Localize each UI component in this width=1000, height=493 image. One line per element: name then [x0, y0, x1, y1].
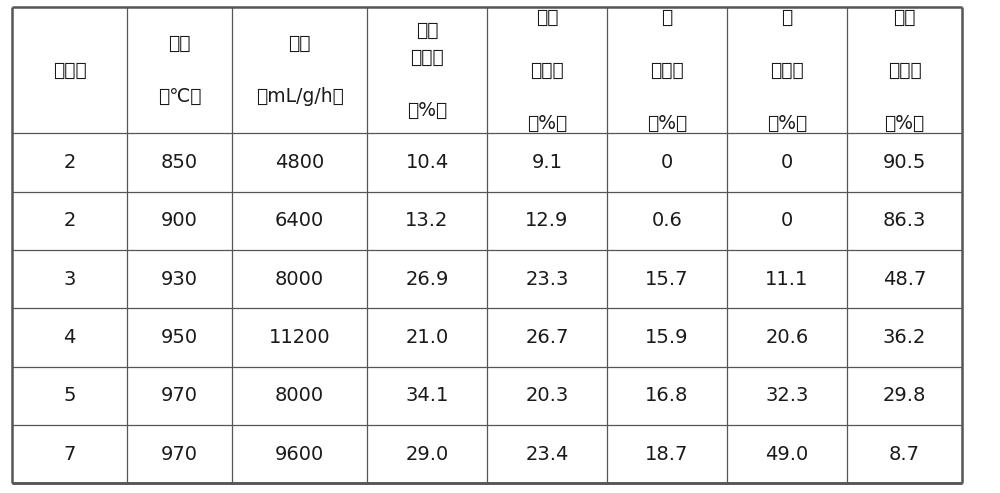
Text: 930: 930 [161, 270, 198, 289]
Text: 9.1: 9.1 [531, 153, 562, 172]
Text: 实施例: 实施例 [53, 61, 86, 80]
Text: 23.3: 23.3 [525, 270, 569, 289]
Text: 10.4: 10.4 [405, 153, 449, 172]
Text: 970: 970 [161, 386, 198, 405]
Text: 0: 0 [781, 211, 793, 230]
Text: 8000: 8000 [275, 386, 324, 405]
Text: 萘

选择性

（%）: 萘 选择性 （%） [767, 8, 807, 133]
Text: 970: 970 [161, 445, 198, 463]
Text: 950: 950 [161, 328, 198, 347]
Text: 2: 2 [63, 211, 76, 230]
Text: 11200: 11200 [269, 328, 330, 347]
Text: 5: 5 [63, 386, 76, 405]
Text: 850: 850 [161, 153, 198, 172]
Text: 21.0: 21.0 [405, 328, 449, 347]
Text: 12.9: 12.9 [525, 211, 569, 230]
Text: 20.6: 20.6 [765, 328, 809, 347]
Text: 15.9: 15.9 [645, 328, 689, 347]
Text: 空速

（mL/g/h）: 空速 （mL/g/h） [256, 35, 343, 106]
Text: 4: 4 [63, 328, 76, 347]
Text: 26.9: 26.9 [405, 270, 449, 289]
Text: 16.8: 16.8 [645, 386, 689, 405]
Text: 29.8: 29.8 [883, 386, 926, 405]
Text: 900: 900 [161, 211, 198, 230]
Text: 苯

选择性

（%）: 苯 选择性 （%） [647, 8, 687, 133]
Text: 8000: 8000 [275, 270, 324, 289]
Text: 90.5: 90.5 [883, 153, 926, 172]
Text: 26.7: 26.7 [525, 328, 569, 347]
Text: 48.7: 48.7 [883, 270, 926, 289]
Text: 18.7: 18.7 [645, 445, 689, 463]
Text: 0: 0 [661, 153, 673, 172]
Text: 34.1: 34.1 [405, 386, 449, 405]
Text: 9600: 9600 [275, 445, 324, 463]
Text: 温度

（℃）: 温度 （℃） [158, 35, 201, 106]
Text: 36.2: 36.2 [883, 328, 926, 347]
Text: 86.3: 86.3 [883, 211, 926, 230]
Text: 6400: 6400 [275, 211, 324, 230]
Text: 4800: 4800 [275, 153, 324, 172]
Text: 3: 3 [63, 270, 76, 289]
Text: 20.3: 20.3 [525, 386, 569, 405]
Text: 11.1: 11.1 [765, 270, 809, 289]
Text: 29.0: 29.0 [405, 445, 449, 463]
Text: 7: 7 [63, 445, 76, 463]
Text: 乙烯

选择性

（%）: 乙烯 选择性 （%） [527, 8, 567, 133]
Text: 13.2: 13.2 [405, 211, 449, 230]
Text: 积碳

选择性

（%）: 积碳 选择性 （%） [884, 8, 925, 133]
Text: 甲烷
转化率

（%）: 甲烷 转化率 （%） [407, 21, 447, 120]
Text: 23.4: 23.4 [525, 445, 569, 463]
Text: 15.7: 15.7 [645, 270, 689, 289]
Text: 32.3: 32.3 [765, 386, 809, 405]
Text: 8.7: 8.7 [889, 445, 920, 463]
Text: 0: 0 [781, 153, 793, 172]
Text: 2: 2 [63, 153, 76, 172]
Text: 49.0: 49.0 [765, 445, 809, 463]
Text: 0.6: 0.6 [652, 211, 682, 230]
